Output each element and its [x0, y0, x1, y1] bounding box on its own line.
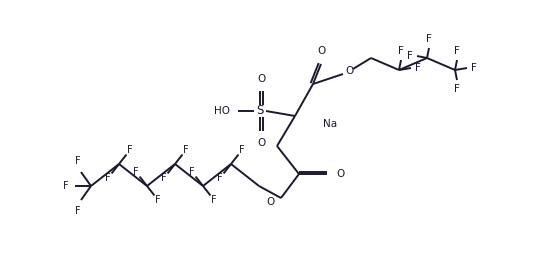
- Text: F: F: [454, 46, 460, 56]
- Text: F: F: [189, 167, 195, 177]
- Text: F: F: [127, 145, 133, 155]
- Text: F: F: [239, 145, 245, 155]
- Text: F: F: [211, 195, 217, 205]
- Text: F: F: [471, 63, 477, 73]
- Text: F: F: [398, 46, 404, 56]
- Text: F: F: [155, 195, 161, 205]
- Text: F: F: [75, 156, 81, 166]
- Text: O: O: [336, 169, 344, 179]
- Text: F: F: [75, 206, 81, 216]
- Text: O: O: [318, 46, 326, 56]
- Text: Na: Na: [323, 119, 337, 129]
- Text: F: F: [133, 167, 139, 177]
- Text: O: O: [257, 74, 265, 84]
- Text: F: F: [183, 145, 189, 155]
- Text: F: F: [105, 173, 110, 183]
- Text: F: F: [407, 51, 413, 61]
- Text: F: F: [454, 84, 460, 94]
- Text: O: O: [345, 66, 353, 76]
- Text: F: F: [161, 173, 167, 183]
- Text: O: O: [267, 197, 275, 207]
- Text: F: F: [426, 34, 432, 44]
- Text: F: F: [63, 181, 69, 191]
- Text: S: S: [257, 105, 264, 117]
- Text: HO: HO: [214, 106, 230, 116]
- Text: F: F: [415, 63, 421, 73]
- Text: O: O: [257, 138, 265, 148]
- Text: F: F: [217, 173, 223, 183]
